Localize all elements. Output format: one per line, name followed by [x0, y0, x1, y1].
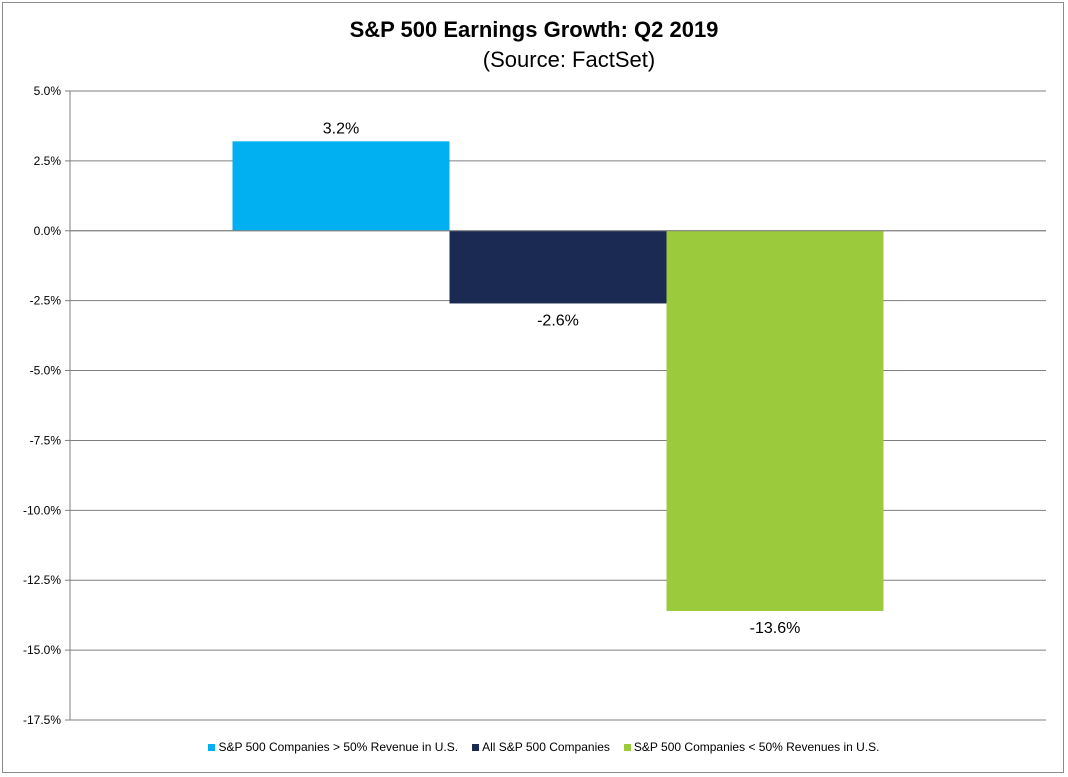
y-tick-label: -2.5% — [30, 294, 62, 308]
chart-title: S&P 500 Earnings Growth: Q2 2019 — [349, 17, 719, 42]
legend-swatch — [208, 743, 216, 751]
legend-item-all-companies: All S&P 500 Companies — [472, 740, 610, 754]
y-tick-label: -17.5% — [23, 713, 61, 727]
legend-item-us-majority: S&P 500 Companies > 50% Revenue in U.S. — [208, 740, 458, 754]
legend-item-us-minority: S&P 500 Companies < 50% Revenues in U.S. — [623, 740, 880, 754]
y-tick-label: 5.0% — [34, 84, 62, 98]
legend-swatch — [472, 743, 480, 751]
legend-swatch — [623, 743, 631, 751]
chart-subtitle: (Source: FactSet) — [482, 47, 656, 72]
bar — [449, 230, 667, 304]
y-tick-label: 2.5% — [34, 154, 62, 168]
bar — [666, 230, 884, 611]
y-tick-label: -15.0% — [23, 643, 61, 657]
y-tick-label: -7.5% — [30, 433, 62, 447]
data-label: -2.6% — [537, 312, 579, 329]
legend-label: All S&P 500 Companies — [482, 740, 610, 754]
data-label: -13.6% — [750, 620, 801, 637]
chart-legend: S&P 500 Companies > 50% Revenue in U.S. … — [0, 740, 1068, 754]
y-tick-label: -5.0% — [30, 364, 62, 378]
data-label: 3.2% — [323, 120, 359, 137]
y-tick-label: -10.0% — [23, 503, 61, 517]
bar — [232, 141, 450, 231]
legend-label: S&P 500 Companies < 50% Revenues in U.S. — [633, 740, 880, 754]
y-tick-label: -12.5% — [23, 573, 61, 587]
legend-label: S&P 500 Companies > 50% Revenue in U.S. — [218, 740, 459, 754]
y-tick-label: 0.0% — [34, 224, 62, 238]
